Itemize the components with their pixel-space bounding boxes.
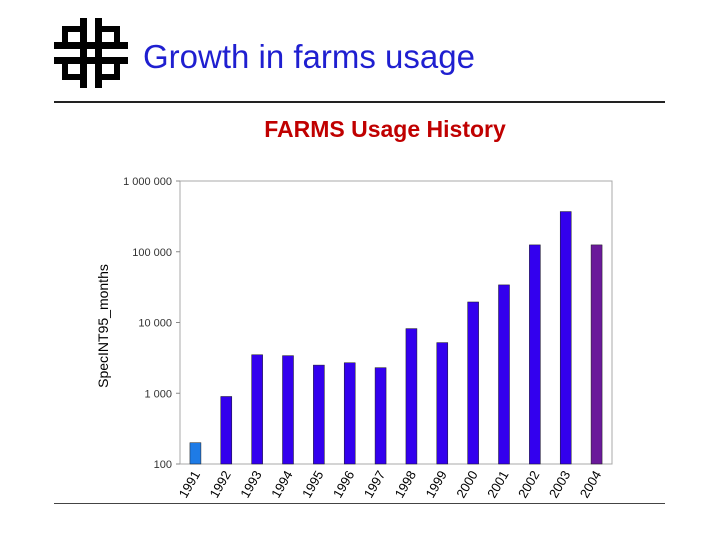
bar	[374, 367, 387, 465]
bar	[313, 364, 325, 465]
y-tick-label: 1 000	[144, 388, 172, 400]
bar	[498, 284, 510, 465]
bar	[189, 442, 202, 465]
x-tick-label: 1997	[361, 468, 388, 501]
bar	[590, 244, 603, 465]
x-tick-label: 1991	[176, 468, 203, 501]
bar	[559, 211, 572, 465]
x-tick-label: 2001	[484, 468, 511, 501]
fermilab-logo-icon	[54, 18, 128, 88]
title-divider	[54, 101, 665, 103]
y-tick-label: 10 000	[138, 318, 172, 330]
x-tick-label: 2003	[546, 468, 573, 501]
bar	[220, 396, 233, 465]
x-tick-label: 1998	[392, 468, 419, 501]
bar	[436, 342, 449, 465]
y-tick-label: 1 000 000	[123, 176, 172, 188]
plot-area	[179, 180, 613, 465]
bar	[343, 362, 356, 465]
x-tick-label: 2004	[577, 468, 604, 501]
x-tick-label: 1999	[422, 468, 449, 501]
x-tick-label: 2000	[453, 468, 480, 501]
x-tick-label: 1995	[299, 468, 326, 501]
bar	[467, 301, 479, 465]
bar	[529, 244, 541, 465]
x-tick-label: 1994	[268, 468, 295, 501]
y-tick-label: 100 000	[132, 247, 172, 259]
x-tick-label: 2002	[515, 468, 542, 501]
bar	[405, 328, 418, 465]
y-tick-label: 100	[154, 459, 172, 471]
bar	[282, 355, 294, 465]
bar	[251, 354, 263, 465]
chart-title: FARMS Usage History	[264, 116, 506, 142]
x-tick-label: 1993	[237, 468, 264, 501]
x-tick-label: 1992	[206, 468, 233, 501]
slide-title: Growth in farms usage	[143, 38, 475, 75]
x-tick-label: 1996	[330, 468, 357, 501]
footer-divider	[54, 503, 665, 504]
